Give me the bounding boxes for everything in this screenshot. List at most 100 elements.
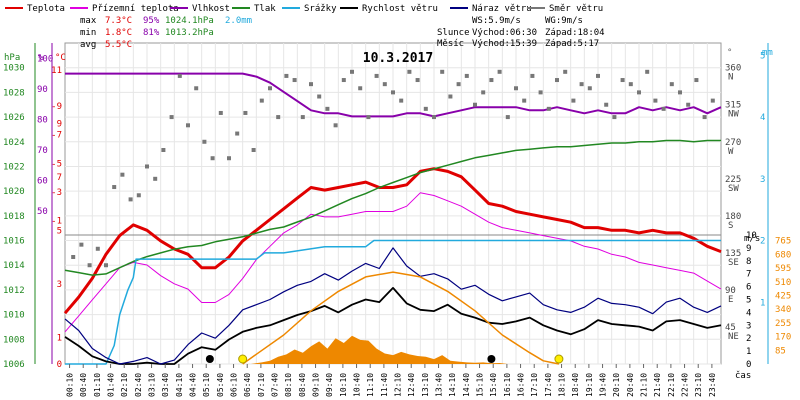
solar-tick-label: 595 bbox=[775, 264, 791, 274]
wind-info: WS:5.9m/s WG:9m/s bbox=[472, 16, 583, 26]
legend-label-smer: Směr větru bbox=[549, 4, 603, 14]
solar-tick-label: 510 bbox=[775, 278, 791, 288]
hum-axis-unit: % bbox=[38, 53, 44, 63]
x-tick-label: 01:10 bbox=[93, 373, 102, 397]
wind-direction-point bbox=[276, 115, 281, 120]
stat-max-hum: 95% bbox=[143, 16, 160, 26]
temp-tick-label: -1 bbox=[51, 217, 62, 227]
hpa-tick-label: 1024 bbox=[3, 138, 25, 148]
wind-direction-point bbox=[522, 98, 527, 103]
sun-set: Západ:18:04 bbox=[545, 28, 605, 38]
wind-tick-label: 7 bbox=[746, 270, 751, 280]
solar-tick-label: 765 bbox=[775, 237, 791, 247]
hpa-tick-label: 1030 bbox=[3, 64, 25, 74]
wind-direction-point bbox=[391, 90, 395, 95]
wind-direction-point bbox=[317, 94, 322, 99]
hum-tick-label: 90 bbox=[37, 85, 48, 95]
wind-tick-label: 10 bbox=[746, 231, 757, 241]
wind-direction-point bbox=[514, 86, 518, 91]
temp-tick-label: 11 bbox=[51, 66, 62, 76]
temp-tick-label: -7 bbox=[51, 131, 62, 141]
temp-tick-label: 3 bbox=[57, 280, 62, 290]
axes: 1006100810101012101410161018102010221024… bbox=[3, 43, 791, 370]
stat-max-label: max bbox=[80, 16, 97, 26]
wind-direction-point bbox=[407, 69, 412, 74]
sun-label: Slunce bbox=[437, 28, 470, 38]
wind-direction-point bbox=[563, 69, 568, 74]
wind-direction-point bbox=[268, 86, 272, 91]
hum-tick-label: 100 bbox=[37, 54, 53, 64]
radiation-area bbox=[250, 335, 508, 364]
solar-tick-label: 680 bbox=[775, 250, 791, 260]
series-srazky bbox=[65, 239, 721, 365]
sun-rise: Východ:06:30 bbox=[472, 28, 537, 38]
wind-direction-point bbox=[694, 78, 699, 83]
dir-axis-unit: ° bbox=[727, 48, 732, 58]
wind-direction-point bbox=[309, 82, 313, 87]
legend-label-vlhkost: Vlhkost bbox=[192, 4, 230, 14]
wind-direction-point bbox=[587, 86, 592, 91]
wind-direction-point bbox=[374, 73, 379, 78]
temp-tick-label: 9 bbox=[57, 119, 62, 129]
wind-direction-point bbox=[104, 263, 108, 268]
temp-tick-label: 1 bbox=[57, 333, 62, 343]
hum-tick-label: 80 bbox=[37, 115, 48, 125]
hum-tick-label: 70 bbox=[37, 146, 48, 156]
wind-direction-point bbox=[620, 78, 625, 83]
grid bbox=[65, 43, 721, 365]
hum-tick-label: 60 bbox=[37, 177, 48, 187]
stat-min-hum: 81% bbox=[143, 28, 160, 38]
wind-direction-point bbox=[153, 176, 158, 181]
dir-compass-label: NW bbox=[728, 110, 739, 120]
dir-compass-label: SE bbox=[728, 258, 739, 268]
wind-direction-point bbox=[505, 115, 510, 120]
wind-direction-point bbox=[497, 69, 502, 74]
wind-direction-point bbox=[79, 242, 84, 247]
wind-direction-point bbox=[678, 90, 682, 95]
wind-direction-point bbox=[473, 102, 477, 107]
wind-direction-point bbox=[120, 172, 125, 177]
x-tick-label: 02:40 bbox=[134, 373, 143, 397]
x-tick-label: 14:40 bbox=[462, 373, 471, 397]
hpa-tick-label: 1022 bbox=[3, 162, 25, 172]
wind-direction-point bbox=[571, 98, 576, 103]
series-rychlost bbox=[64, 287, 722, 365]
temp-tick-label: 7 bbox=[57, 173, 62, 183]
wind-direction-point bbox=[259, 98, 264, 103]
x-tick-label: 06:40 bbox=[243, 373, 252, 397]
rain-tick-label: 3 bbox=[760, 175, 765, 185]
series-naraz bbox=[64, 247, 722, 365]
wind-tick-label: 0 bbox=[746, 360, 751, 370]
x-tick-label: 20:40 bbox=[626, 373, 635, 397]
moon-set: Západ:5:17 bbox=[545, 39, 599, 49]
wind-direction-point bbox=[382, 82, 387, 87]
x-tick-label: 14:10 bbox=[448, 373, 457, 397]
dir-tick-label: 315 bbox=[725, 101, 741, 111]
wind-direction-point bbox=[136, 193, 141, 198]
wind-direction-point bbox=[423, 106, 428, 111]
x-tick-label: 19:40 bbox=[599, 373, 608, 397]
x-tick-label: 05:40 bbox=[216, 373, 225, 397]
axis-units: hPa % °C ° mm m/s čas bbox=[4, 48, 773, 381]
x-tick-label: 13:10 bbox=[421, 373, 430, 397]
temp-tick-label: -5 bbox=[51, 159, 62, 169]
moon-marker bbox=[205, 355, 214, 363]
temp-tick-label: -9 bbox=[51, 102, 62, 112]
wind-direction-point bbox=[169, 115, 174, 120]
dir-tick-label: 135 bbox=[725, 249, 741, 259]
dir-tick-label: 180 bbox=[725, 212, 741, 222]
wind-direction-point bbox=[186, 123, 190, 128]
dir-tick-label: 360 bbox=[725, 64, 741, 74]
x-axis-ticks: 00:10 00:40 01:10 01:40 02:10 02:40 03:10 03:40… bbox=[66, 364, 717, 397]
wind-direction-point bbox=[448, 94, 453, 99]
wind-direction-point bbox=[235, 131, 240, 136]
sun-info: Slunce Východ:06:30 Západ:18:04 bbox=[437, 28, 605, 38]
x-tick-label: 09:40 bbox=[325, 373, 334, 397]
hpa-tick-label: 1006 bbox=[3, 360, 25, 370]
wind-tick-label: 4 bbox=[746, 308, 751, 318]
wind-tick-label: 3 bbox=[746, 321, 751, 331]
hpa-tick-label: 1014 bbox=[3, 261, 25, 271]
hpa-tick-label: 1010 bbox=[3, 311, 25, 321]
solar-tick-label: 170 bbox=[775, 333, 791, 343]
stat-min-label: min bbox=[80, 28, 96, 38]
